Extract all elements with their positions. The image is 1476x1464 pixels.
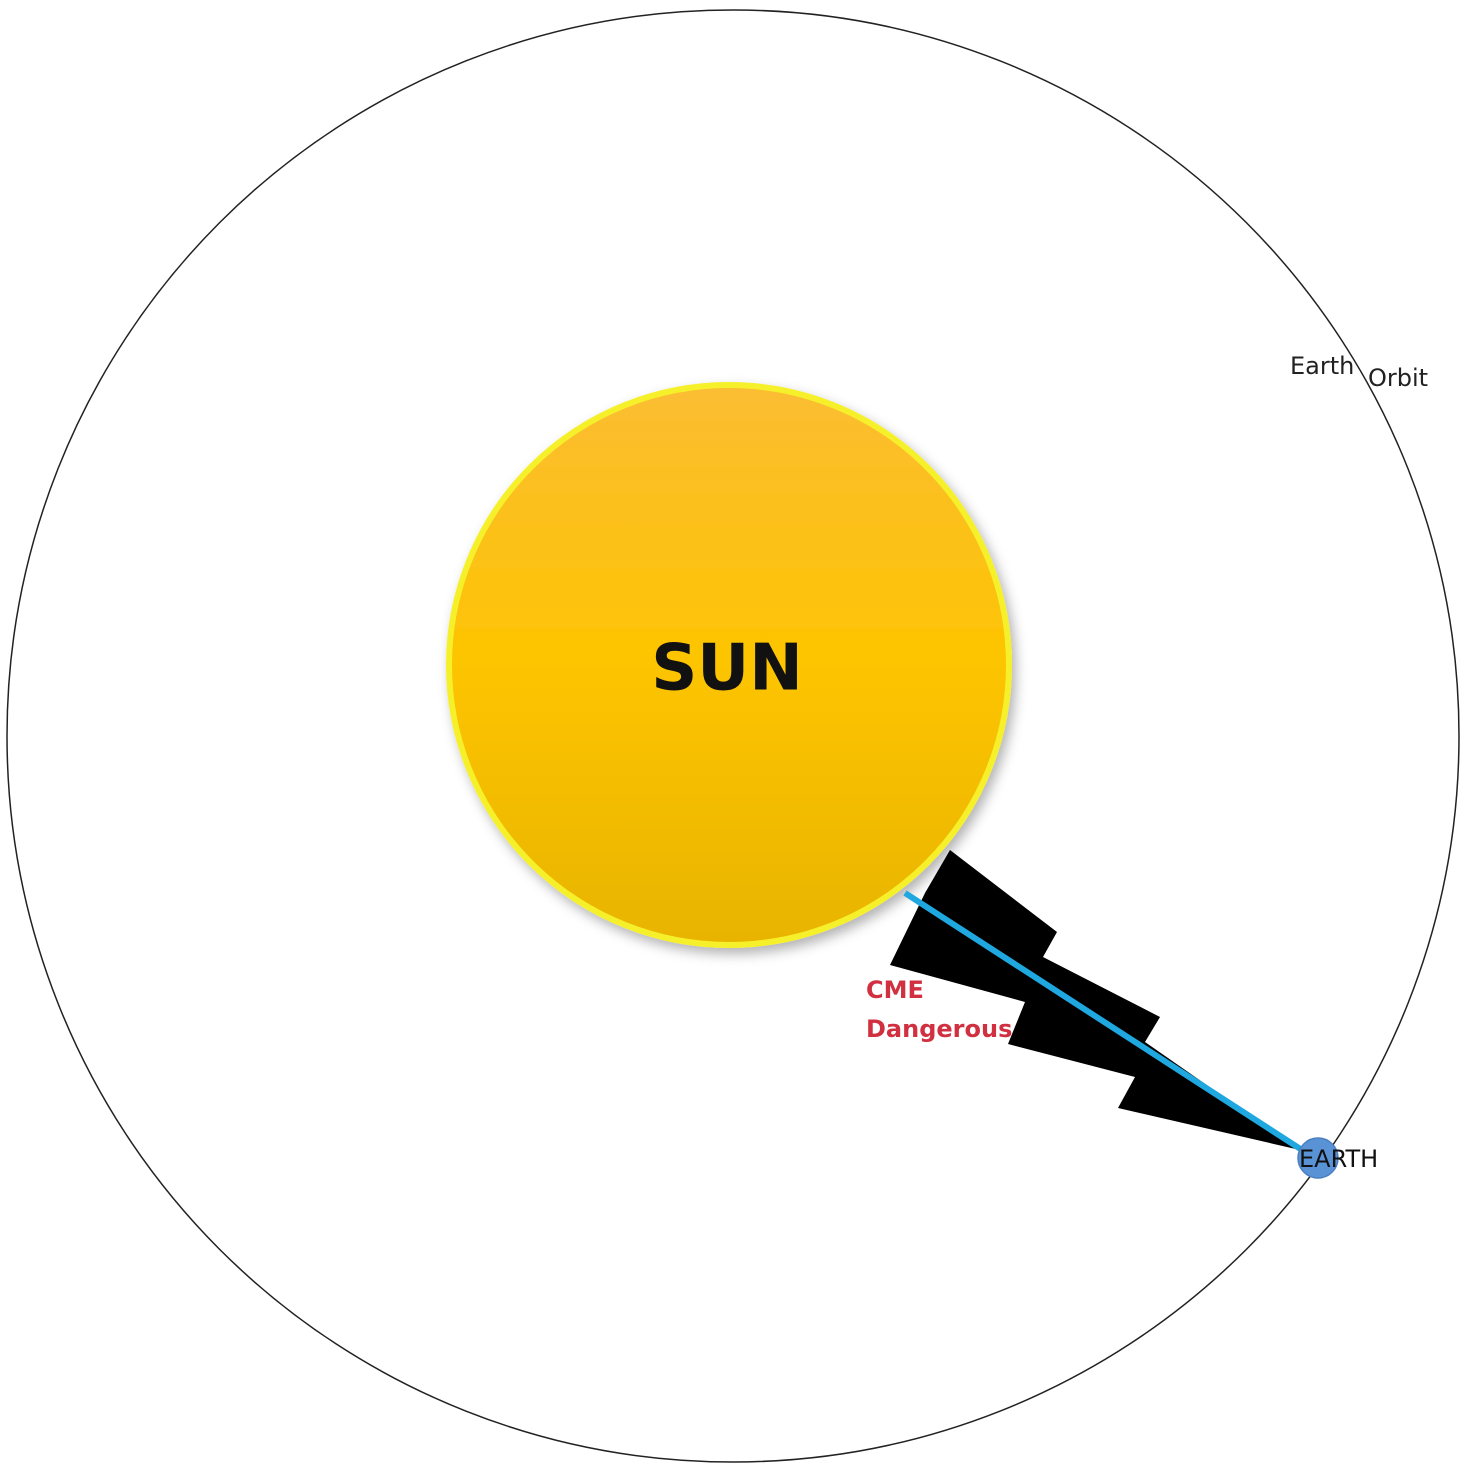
- orbit-label: Orbit: [1368, 364, 1428, 392]
- earth: [1297, 1137, 1339, 1179]
- orbit-label: Earth: [1290, 352, 1354, 380]
- cme-label: CME: [866, 976, 924, 1004]
- sun-label: SUN: [651, 632, 803, 706]
- earth-label: EARTH: [1299, 1145, 1378, 1173]
- cme-bolt: [890, 850, 1300, 1150]
- sun: [446, 382, 1012, 948]
- cme-label: Dangerous: [866, 1015, 1012, 1043]
- cme-path: [903, 890, 1304, 1153]
- earth-orbit: [6, 9, 1460, 1463]
